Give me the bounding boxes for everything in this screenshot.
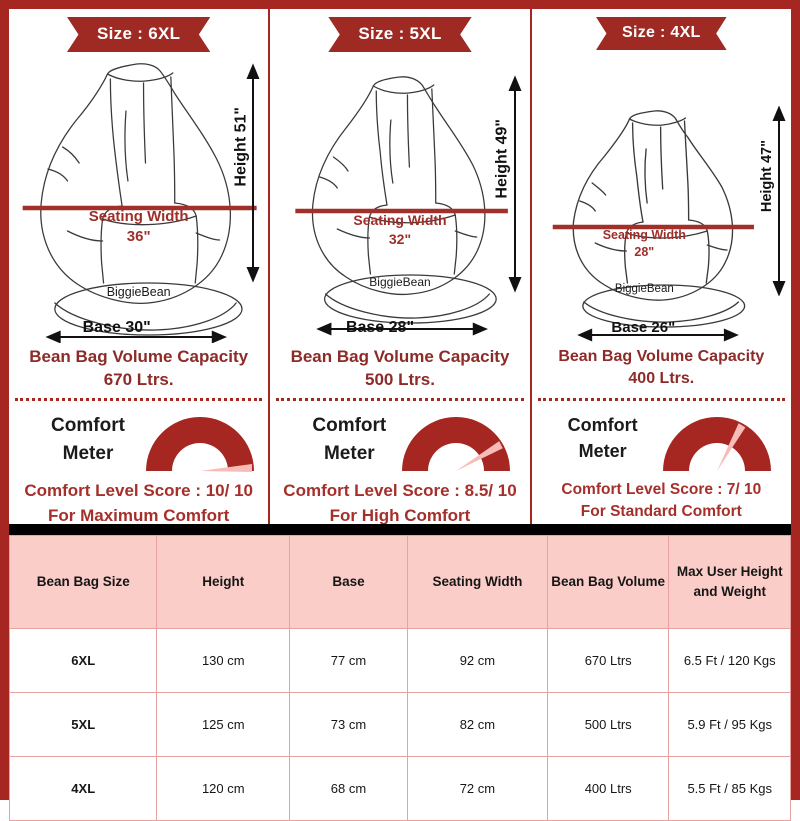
base-label: Base 30" (82, 319, 151, 336)
comfort-score-block: Comfort Level Score : 8.5/ 10 For High C… (270, 479, 529, 528)
comfort-score-line: Comfort Level Score : 8.5/ 10 (283, 481, 517, 500)
comfort-meter-caption: Comfort Meter (542, 412, 664, 464)
comfort-score-caption: For High Comfort (329, 505, 471, 525)
cell-size: 6XL (8, 628, 158, 693)
comfort-gauge-4xl (657, 409, 777, 475)
size-ribbon-label: Size : 5XL (328, 17, 472, 52)
volume-capacity-title: Bean Bag Volume Capacity (558, 348, 765, 365)
base-label: Base 26" (611, 319, 676, 336)
cell-height: 130 cm (156, 628, 291, 693)
comfort-caption-line1: Comfort (312, 415, 387, 436)
cell-height: 120 cm (156, 756, 291, 821)
cell-size: 4XL (8, 756, 158, 821)
comfort-caption-line2: Meter (62, 442, 114, 464)
comfort-score-caption: For Maximum Comfort (47, 505, 230, 525)
table-head: Bean Bag Size Height Base Seating Width … (8, 535, 791, 629)
comfort-caption-line2: Meter (578, 441, 627, 462)
cell-volume: 500 Ltrs (546, 692, 670, 757)
volume-capacity-block: Bean Bag Volume Capacity 400 Ltrs. (532, 346, 791, 389)
table-row: 5XL 125 cm 73 cm 82 cm 500 Ltrs 5.9 Ft /… (8, 692, 791, 757)
comfort-score-block: Comfort Level Score : 10/ 10 For Maximum… (9, 479, 268, 528)
comfort-caption-line2: Meter (323, 442, 375, 464)
column-header-volume: Bean Bag Volume (546, 535, 670, 629)
volume-capacity-block: Bean Bag Volume Capacity 500 Ltrs. (270, 346, 529, 392)
specification-table: Bean Bag Size Height Base Seating Width … (8, 535, 791, 821)
table-header-row: Bean Bag Size Height Base Seating Width … (8, 535, 791, 629)
comfort-score-block: Comfort Level Score : 7/ 10 For Standard… (532, 479, 791, 524)
size-panel-6xl: Size : 6XL (9, 9, 269, 525)
cell-base: 73 cm (289, 692, 408, 757)
base-dimension-arrow (45, 330, 227, 343)
column-header-base: Base (289, 535, 408, 629)
comfort-gauge-6xl (140, 409, 260, 475)
cell-max-user: 5.5 Ft / 85 Kgs (668, 756, 791, 821)
bean-bag-diagram-svg (295, 76, 509, 336)
volume-capacity-title: Bean Bag Volume Capacity (290, 347, 510, 366)
dotted-divider (276, 398, 524, 401)
size-panels-row: Size : 6XL (9, 9, 791, 525)
bean-bag-diagram-svg (552, 110, 754, 342)
cell-base: 77 cm (289, 628, 408, 693)
dotted-divider (537, 398, 785, 401)
cell-base: 68 cm (289, 756, 408, 821)
table-body: 6XL 130 cm 77 cm 92 cm 670 Ltrs 6.5 Ft /… (8, 628, 791, 821)
black-separator-bar (9, 524, 791, 535)
dotted-divider (15, 398, 263, 401)
volume-capacity-title: Bean Bag Volume Capacity (29, 347, 249, 366)
volume-capacity-value: 670 Ltrs. (103, 369, 174, 389)
comfort-score-caption: For Standard Comfort (580, 503, 742, 521)
size-panel-4xl: Size : 4XL (529, 9, 791, 524)
volume-capacity-value: 500 Ltrs. (365, 369, 435, 389)
comfort-meter-block: Comfort Meter (270, 407, 529, 477)
cell-height: 125 cm (156, 692, 291, 757)
cell-max-user: 6.5 Ft / 120 Kgs (668, 628, 791, 693)
cell-seating-width: 92 cm (406, 628, 548, 693)
size-panel-5xl: Size : 5XL (268, 9, 530, 525)
comfort-score-line: Comfort Level Score : 10/ 10 (24, 481, 253, 500)
comfort-meter-caption: Comfort Meter (23, 412, 153, 467)
cell-seating-width: 72 cm (406, 756, 548, 821)
comfort-meter-caption: Comfort Meter (284, 412, 414, 467)
ribbon-container: Size : 6XL (9, 17, 268, 52)
cell-seating-width: 82 cm (406, 692, 548, 757)
column-header-seating-width: Seating Width (406, 535, 548, 629)
gauge-icon (146, 417, 255, 472)
ribbon-container: Size : 4XL (532, 17, 791, 50)
volume-capacity-value: 400 Ltrs. (628, 369, 695, 387)
comfort-caption-line1: Comfort (567, 415, 638, 435)
ribbon-container: Size : 5XL (270, 17, 529, 52)
size-ribbon-label: Size : 4XL (596, 17, 727, 50)
comfort-caption-line1: Comfort (51, 415, 125, 436)
size-ribbon-label: Size : 6XL (67, 17, 211, 52)
bean-bag-illustration-4xl: Seating Width 28" BiggieBean Height 47" (532, 51, 791, 343)
cell-size: 5XL (8, 692, 158, 757)
base-label: Base 28" (345, 319, 415, 336)
gauge-icon (662, 417, 771, 471)
comfort-gauge-5xl (396, 409, 516, 475)
base-dimension-arrow (316, 322, 489, 336)
volume-capacity-block: Bean Bag Volume Capacity 670 Ltrs. (9, 346, 268, 392)
specification-table-wrapper: Bean Bag Size Height Base Seating Width … (8, 535, 791, 821)
bean-bag-illustration-6xl: Seating Width 36" BiggieBean Height 51" (9, 51, 268, 343)
cell-max-user: 5.9 Ft / 95 Kgs (668, 692, 791, 757)
cell-volume: 400 Ltrs (546, 756, 670, 821)
base-dimension-arrow (576, 328, 739, 342)
gauge-icon (401, 417, 510, 471)
comfort-score-line: Comfort Level Score : 7/ 10 (561, 481, 762, 498)
table-row: 4XL 120 cm 68 cm 72 cm 400 Ltrs 5.5 Ft /… (8, 756, 791, 821)
bean-bag-illustration-5xl: Seating Width 32" BiggieBean Height 49" (270, 51, 529, 343)
bean-bag-diagram-svg (22, 63, 257, 343)
column-header-max-user: Max User Height and Weight (668, 535, 791, 629)
table-row: 6XL 130 cm 77 cm 92 cm 670 Ltrs 6.5 Ft /… (8, 628, 791, 693)
comfort-meter-block: Comfort Meter (9, 407, 268, 477)
column-header-height: Height (156, 535, 291, 629)
column-header-size: Bean Bag Size (8, 535, 158, 629)
comfort-meter-block: Comfort Meter (532, 407, 791, 477)
cell-volume: 670 Ltrs (546, 628, 670, 693)
